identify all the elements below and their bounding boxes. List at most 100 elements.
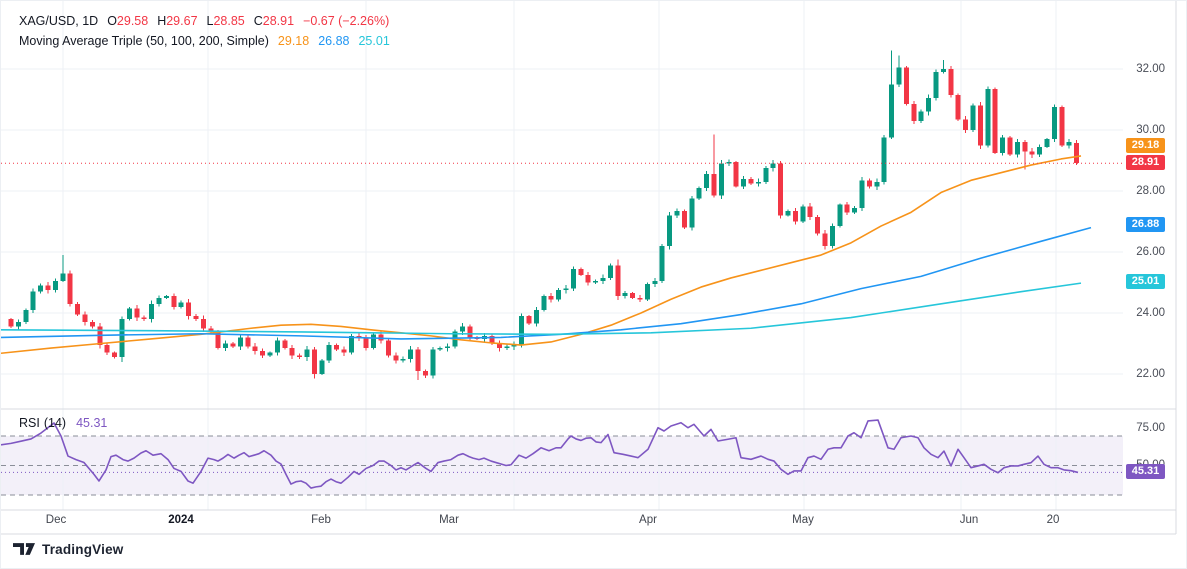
candle[interactable] [1007,136,1013,157]
candle[interactable] [408,346,414,363]
candle[interactable] [156,295,162,307]
candle[interactable] [696,186,702,201]
candle[interactable] [437,346,443,352]
candle[interactable] [104,342,110,356]
candle[interactable] [955,93,961,121]
candle[interactable] [15,319,21,330]
ma-indicator-title[interactable]: Moving Average Triple (50, 100, 200, Sim… [19,34,269,48]
candle[interactable] [45,281,51,294]
candle[interactable] [134,305,140,321]
rsi-line[interactable] [1,419,1079,489]
candle[interactable] [903,65,909,106]
candle[interactable] [245,335,251,349]
sma-100-line[interactable] [1,226,1092,340]
candle[interactable] [792,208,798,225]
candle[interactable] [67,270,73,307]
candle[interactable] [741,175,747,190]
candle[interactable] [193,314,199,322]
candle[interactable] [622,290,628,299]
candle[interactable] [260,348,266,359]
candle[interactable] [977,102,983,149]
candle[interactable] [496,340,502,352]
candle[interactable] [852,206,858,214]
candle[interactable] [785,209,791,217]
candle[interactable] [763,166,769,184]
sma-50-line[interactable] [1,155,1082,355]
rsi-indicator-title[interactable]: RSI [19,416,40,430]
candle[interactable] [52,278,58,293]
candle[interactable] [778,161,784,219]
candle[interactable] [371,333,377,350]
ma-legend[interactable]: Moving Average Triple (50, 100, 200, Sim… [19,34,390,48]
candle[interactable] [511,341,517,351]
candle[interactable] [578,267,584,277]
candle[interactable] [149,300,155,323]
candle[interactable] [178,300,184,309]
candle[interactable] [844,201,850,216]
candle[interactable] [75,302,81,317]
candle[interactable] [681,209,687,229]
candle[interactable] [119,316,125,362]
candle[interactable] [718,159,724,200]
candle[interactable] [874,178,880,191]
candle[interactable] [1051,104,1057,142]
candle[interactable] [881,135,887,185]
candle[interactable] [297,353,303,360]
candle[interactable] [141,315,147,322]
candle[interactable] [38,283,44,294]
candle[interactable] [815,214,821,236]
candle[interactable] [252,342,258,355]
candle[interactable] [1066,138,1072,149]
candle[interactable] [992,87,998,155]
candle[interactable] [430,346,436,379]
candle[interactable] [89,320,95,329]
candle[interactable] [215,330,221,350]
candle[interactable] [911,100,917,125]
candle[interactable] [556,288,562,302]
candle[interactable] [311,347,317,379]
candle[interactable] [1037,144,1043,157]
candle[interactable] [985,86,991,148]
candle[interactable] [459,323,465,335]
candle[interactable] [600,274,606,285]
candle[interactable] [82,311,88,326]
candle[interactable] [1044,137,1050,148]
candle[interactable] [304,346,310,361]
candle[interactable] [948,66,954,98]
candle[interactable] [326,342,332,364]
candlestick-series[interactable] [8,50,1080,381]
candle[interactable] [126,306,132,321]
candle[interactable] [570,266,576,292]
candle[interactable] [896,55,902,88]
candle[interactable] [415,347,421,381]
candle[interactable] [800,204,806,224]
candle[interactable] [837,203,843,228]
candle[interactable] [1014,138,1020,158]
candle[interactable] [319,359,325,376]
candle[interactable] [526,314,532,325]
rsi-legend[interactable]: RSI (14) 45.31 [19,416,107,430]
candle[interactable] [659,243,665,283]
candle[interactable] [230,341,236,349]
candle[interactable] [341,346,347,356]
candle[interactable] [533,307,539,327]
candle[interactable] [1000,134,1006,156]
candle[interactable] [829,223,835,249]
candle[interactable] [223,340,229,351]
candle[interactable] [23,308,29,324]
candle[interactable] [733,160,739,188]
candle[interactable] [356,332,362,341]
candle[interactable] [267,351,273,357]
candle[interactable] [726,159,732,166]
candle[interactable] [970,103,976,133]
candle[interactable] [60,255,66,283]
candle[interactable] [593,279,599,285]
candle[interactable] [866,178,872,189]
candle[interactable] [1059,105,1065,147]
candle[interactable] [1022,140,1028,170]
candle[interactable] [334,343,340,352]
candle[interactable] [615,259,621,300]
candle[interactable] [674,208,680,218]
candle[interactable] [274,337,280,356]
